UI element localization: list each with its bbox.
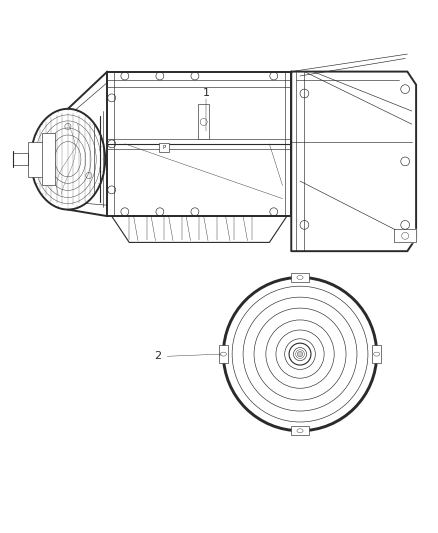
Ellipse shape bbox=[28, 107, 107, 212]
Bar bbox=[291, 426, 309, 435]
Polygon shape bbox=[13, 154, 28, 165]
Bar bbox=[372, 345, 381, 363]
Text: 2: 2 bbox=[154, 351, 161, 361]
Text: P: P bbox=[162, 145, 166, 150]
Bar bbox=[28, 142, 43, 177]
Circle shape bbox=[223, 278, 377, 431]
Polygon shape bbox=[291, 71, 416, 251]
Bar bbox=[219, 345, 228, 363]
Polygon shape bbox=[107, 71, 291, 216]
Ellipse shape bbox=[31, 109, 105, 209]
Bar bbox=[198, 104, 209, 140]
Bar bbox=[42, 133, 55, 185]
Bar bbox=[291, 273, 309, 282]
Polygon shape bbox=[394, 229, 416, 243]
Polygon shape bbox=[68, 71, 107, 216]
Polygon shape bbox=[112, 216, 287, 243]
Circle shape bbox=[289, 343, 311, 365]
Circle shape bbox=[297, 351, 303, 357]
Text: 1: 1 bbox=[202, 88, 209, 99]
Bar bbox=[159, 142, 169, 152]
